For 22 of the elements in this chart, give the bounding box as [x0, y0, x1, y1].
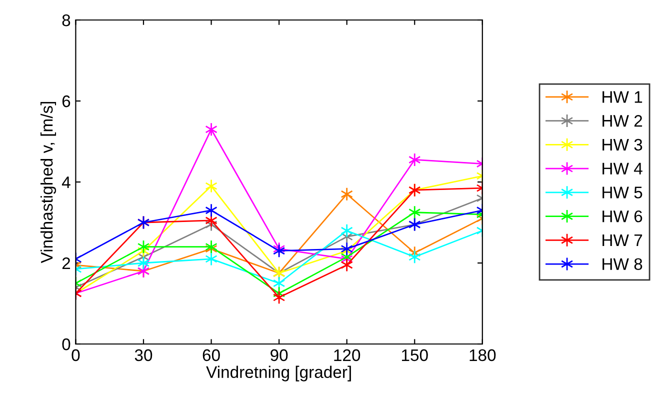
- y-tick-label: 4: [62, 176, 70, 188]
- x-tick-label: 30: [134, 349, 152, 362]
- legend-label: HW 1: [602, 91, 642, 103]
- legend-label: HW 7: [602, 234, 642, 246]
- y-tick-label: 8: [62, 14, 70, 26]
- legend-label: HW 3: [602, 138, 642, 151]
- y-tick-label: 6: [62, 95, 70, 108]
- x-tick-label: 90: [270, 349, 288, 362]
- legend-label: HW 8: [602, 258, 642, 270]
- y-tick-label: 0: [62, 338, 70, 350]
- y-tick-label: 2: [62, 257, 70, 270]
- x-tick-label: 180: [470, 349, 496, 362]
- x-tick-label: 60: [202, 349, 220, 362]
- x-tick-label: 120: [334, 349, 360, 362]
- legend-label: HW 4: [602, 162, 642, 174]
- legend-label: HW 2: [602, 114, 642, 127]
- x-tick-label: 150: [402, 349, 428, 362]
- legend-label: HW 5: [602, 186, 642, 198]
- x-tick-label: 0: [72, 349, 80, 362]
- y-axis-title: Vindhastighed v, [m/s]: [40, 102, 56, 264]
- legend-label: HW 6: [602, 210, 642, 222]
- x-axis-title: Vindretning [grader]: [206, 366, 351, 382]
